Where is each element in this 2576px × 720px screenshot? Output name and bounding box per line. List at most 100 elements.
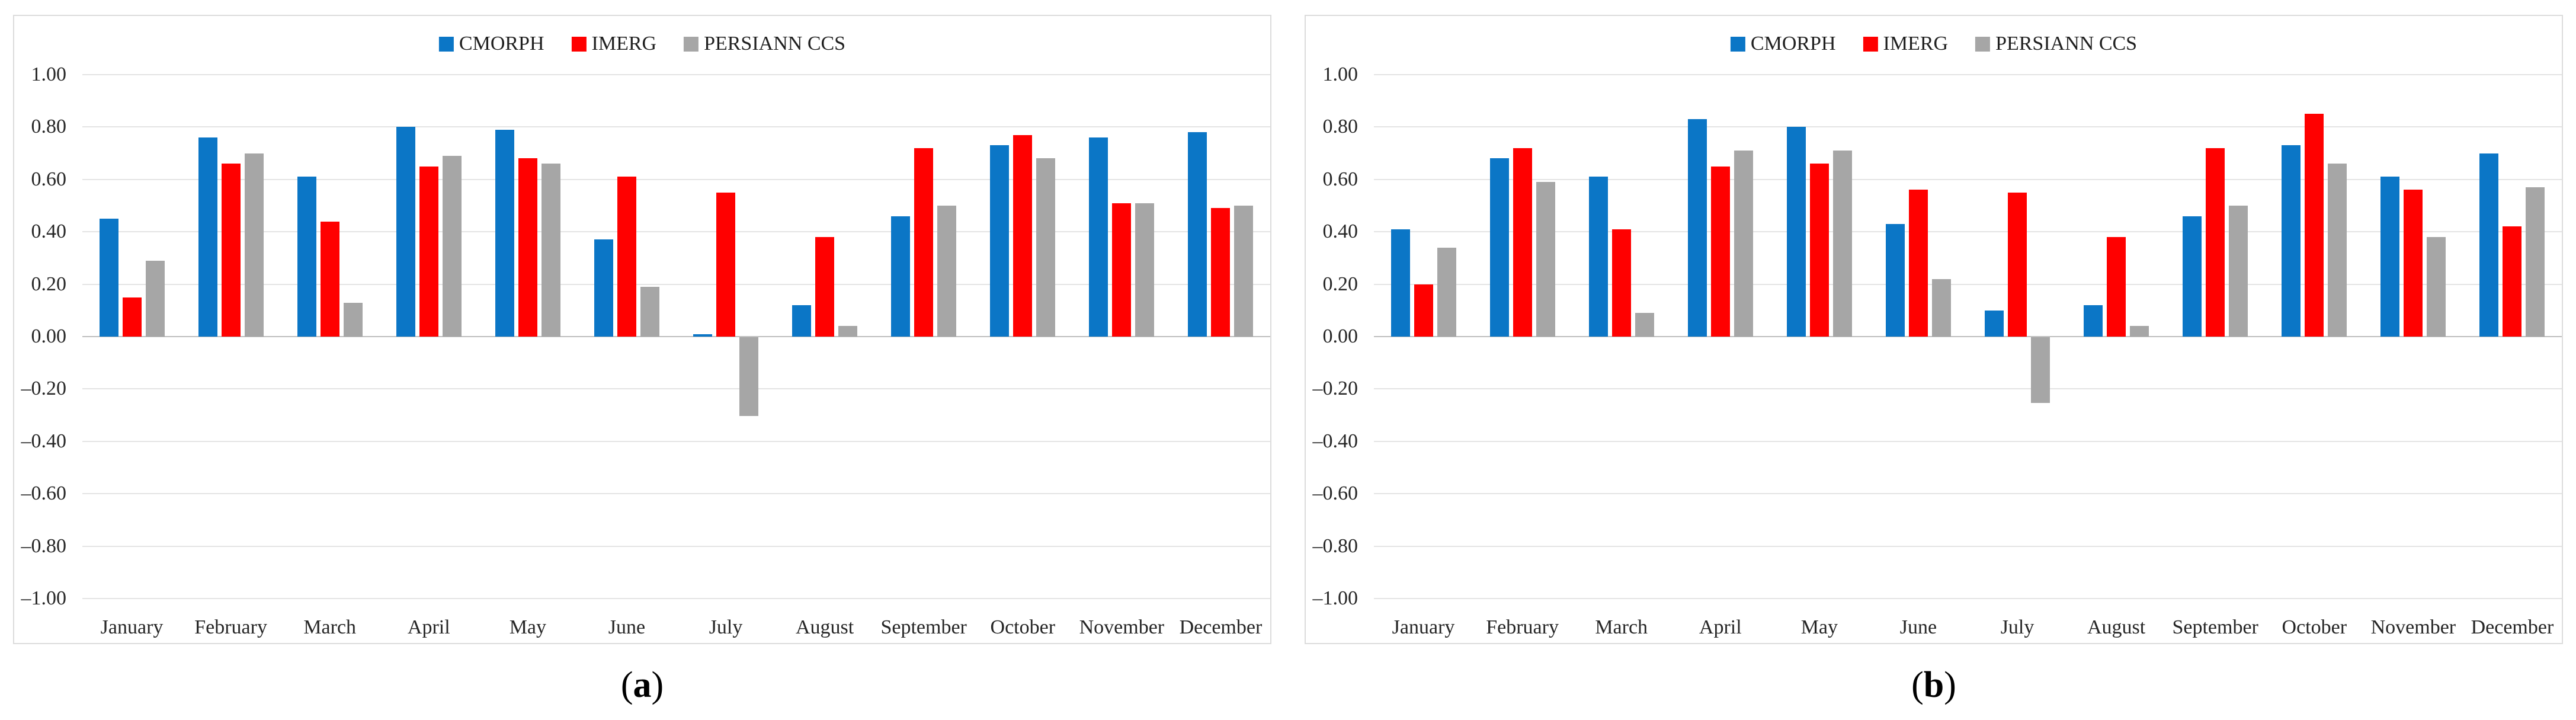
caption-a-paren-open: (	[620, 665, 633, 705]
legend-label: IMERG	[1883, 33, 1949, 55]
bar-cmorph-july	[693, 334, 713, 337]
bar-persiann-ccs-july	[2031, 337, 2050, 403]
bar-imerg-october	[2305, 114, 2324, 337]
bar-cmorph-november	[1089, 137, 1108, 337]
legend-label: PERSIANN CCS	[1995, 33, 2138, 55]
bar-persiann-ccs-august	[838, 326, 858, 337]
legend-marker-imerg	[1863, 36, 1878, 52]
x-tick-label-march: March	[1595, 616, 1648, 638]
x-tick-label-december: December	[2471, 616, 2554, 638]
gridline	[1374, 74, 2562, 75]
chart-panel-a: CMORPH IMERG PERSIANN CCS 1.00 0.80 0.60 0.40 0…	[13, 15, 1271, 644]
gridline	[82, 493, 1270, 495]
bar-cmorph-august	[2084, 305, 2103, 337]
bar-cmorph-december	[1188, 132, 1207, 337]
gridline	[82, 598, 1270, 599]
legend-item-cmorph: CMORPH	[438, 33, 544, 55]
gridline	[1374, 493, 2562, 495]
legend-item-persiann-ccs: PERSIANN CCS	[1975, 34, 2137, 54]
y-tick-label: 0.60	[31, 168, 67, 190]
x-tick-label-february: February	[194, 616, 267, 638]
bar-persiann-ccs-december	[2526, 187, 2545, 337]
bar-cmorph-october	[2282, 145, 2301, 337]
gridline	[1374, 178, 2562, 180]
y-tick-label: –0.60	[21, 482, 67, 505]
bar-cmorph-may	[1786, 127, 1806, 337]
bar-persiann-ccs-march	[1635, 313, 1654, 337]
bar-cmorph-june	[1885, 223, 1905, 337]
gridline	[1374, 283, 2562, 285]
bar-imerg-december	[1211, 208, 1231, 337]
bar-cmorph-december	[2479, 153, 2499, 337]
x-tick-label-november: November	[1079, 616, 1165, 638]
caption-b-paren-open: (	[1911, 665, 1924, 705]
x-tick-label-july: July	[2000, 616, 2034, 638]
gridline	[82, 388, 1270, 390]
bar-cmorph-april	[396, 127, 415, 337]
chart-panel-b: CMORPH IMERG PERSIANN CCS 1.00 0.80 0.60 0.40 0…	[1305, 15, 2563, 644]
bar-imerg-may	[518, 158, 537, 337]
y-tick-label: 0.00	[1322, 325, 1359, 347]
bar-cmorph-july	[1985, 310, 2004, 337]
y-tick-label: 0.20	[1322, 273, 1359, 295]
bar-cmorph-april	[1687, 119, 1707, 337]
bar-persiann-ccs-february	[244, 153, 264, 337]
bar-cmorph-march	[297, 177, 316, 337]
bar-imerg-november	[1112, 203, 1132, 337]
bar-cmorph-october	[990, 145, 1010, 337]
gridline	[1374, 126, 2562, 128]
bar-cmorph-february	[1489, 158, 1509, 337]
y-tick-label: –1.00	[1312, 587, 1359, 609]
bar-imerg-december	[2503, 226, 2522, 337]
legend-item-cmorph: CMORPH	[1730, 34, 1836, 54]
y-tick-label: 0.40	[1322, 220, 1359, 243]
legend-marker-cmorph	[438, 36, 454, 52]
bar-persiann-ccs-august	[2130, 326, 2149, 337]
bar-imerg-june	[617, 177, 636, 337]
legend-label: PERSIANN CCS	[704, 33, 846, 55]
gridline	[82, 178, 1270, 180]
x-tick-label-january: January	[100, 616, 164, 638]
bar-persiann-ccs-july	[739, 337, 759, 416]
bar-cmorph-january	[99, 219, 118, 337]
caption-b-paren-close: )	[1944, 665, 1956, 705]
caption-a-letter: a	[633, 665, 652, 705]
y-tick-label: –0.20	[21, 377, 67, 400]
x-tick-label-july: July	[709, 616, 743, 638]
bar-imerg-september	[914, 148, 934, 337]
x-tick-label-may: May	[1800, 616, 1838, 638]
caption-b: (b)	[1305, 661, 2563, 709]
x-tick-label-june: June	[1899, 616, 1937, 638]
y-tick-label: –0.40	[1312, 430, 1359, 452]
y-tick-label: –0.60	[1312, 482, 1359, 505]
bar-imerg-january	[122, 297, 142, 337]
legend-marker-imerg	[571, 36, 587, 52]
x-tick-label-december: December	[1179, 616, 1263, 638]
bar-persiann-ccs-june	[640, 287, 659, 337]
y-tick-label: 0.80	[1322, 116, 1359, 138]
bar-imerg-january	[1414, 284, 1433, 337]
bar-imerg-may	[1809, 164, 1829, 337]
gridline	[82, 545, 1270, 547]
gridline	[82, 440, 1270, 442]
bar-persiann-ccs-september	[937, 206, 957, 337]
legend: CMORPH IMERG PERSIANN CCS	[438, 33, 846, 55]
x-tick-label-may: May	[509, 616, 547, 638]
bar-cmorph-may	[495, 129, 514, 337]
bar-persiann-ccs-december	[1234, 206, 1254, 337]
gridline	[82, 74, 1270, 75]
bar-persiann-ccs-january	[1437, 247, 1456, 337]
bar-persiann-ccs-april	[1734, 151, 1753, 337]
y-tick-label: –0.80	[21, 535, 67, 557]
y-tick-label: –0.20	[1312, 377, 1359, 400]
bar-persiann-ccs-march	[343, 302, 363, 337]
gridline	[1374, 388, 2562, 390]
bar-cmorph-march	[1588, 177, 1608, 337]
x-tick-label-april: April	[1699, 616, 1742, 638]
bar-imerg-april	[419, 166, 438, 337]
x-tick-label-october: October	[990, 616, 1056, 638]
caption-b-letter: b	[1923, 665, 1944, 705]
legend-label: CMORPH	[459, 33, 544, 55]
bar-imerg-october	[1013, 135, 1033, 337]
bar-persiann-ccs-april	[442, 156, 462, 337]
